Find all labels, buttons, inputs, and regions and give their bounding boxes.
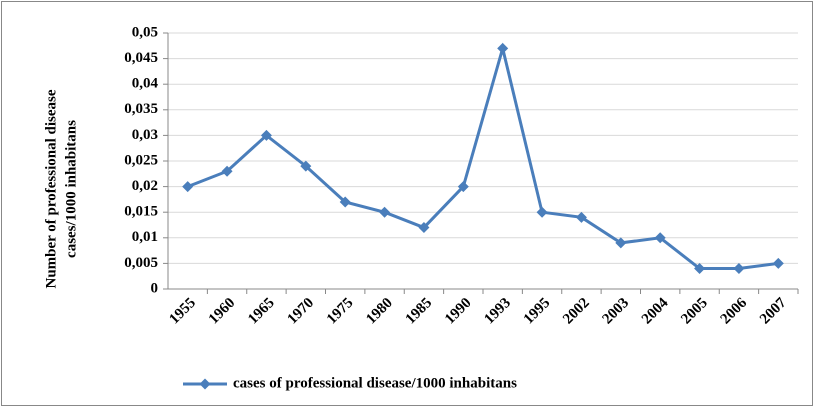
- y-tick-label: 0,03: [132, 127, 158, 143]
- point-marker: [772, 257, 784, 269]
- legend-marker: [199, 378, 211, 390]
- y-tick-label: 0,04: [132, 76, 159, 92]
- point-marker: [575, 211, 587, 223]
- point-marker: [339, 196, 351, 208]
- y-axis-label: cases/1000 inhabitans: [63, 120, 79, 258]
- point-marker: [694, 263, 706, 275]
- y-tick-label: 0,015: [124, 204, 158, 220]
- point-marker: [654, 232, 666, 244]
- y-tick-label: 0,05: [132, 24, 158, 40]
- point-marker: [182, 181, 194, 193]
- point-marker: [379, 206, 391, 218]
- y-tick-label: 0,02: [132, 178, 158, 194]
- point-marker: [497, 42, 509, 54]
- y-tick-label: 0,045: [124, 50, 158, 66]
- point-marker: [300, 160, 312, 172]
- legend-label: cases of professional disease/1000 inhab…: [233, 375, 517, 391]
- y-tick-label: 0,005: [124, 255, 158, 271]
- point-marker: [260, 129, 272, 141]
- y-tick-label: 0,035: [124, 101, 158, 117]
- y-tick-label: 0,01: [132, 229, 158, 245]
- series-line: [187, 42, 779, 271]
- y-tick-label: 0: [151, 280, 159, 296]
- point-marker: [615, 237, 627, 249]
- point-marker: [418, 222, 430, 234]
- y-tick-label: 0,025: [124, 152, 158, 168]
- y-axis-label: Number of professional disease: [43, 89, 59, 288]
- point-marker: [733, 263, 745, 275]
- point-marker: [457, 181, 469, 193]
- point-marker: [536, 206, 548, 218]
- point-marker: [221, 165, 233, 177]
